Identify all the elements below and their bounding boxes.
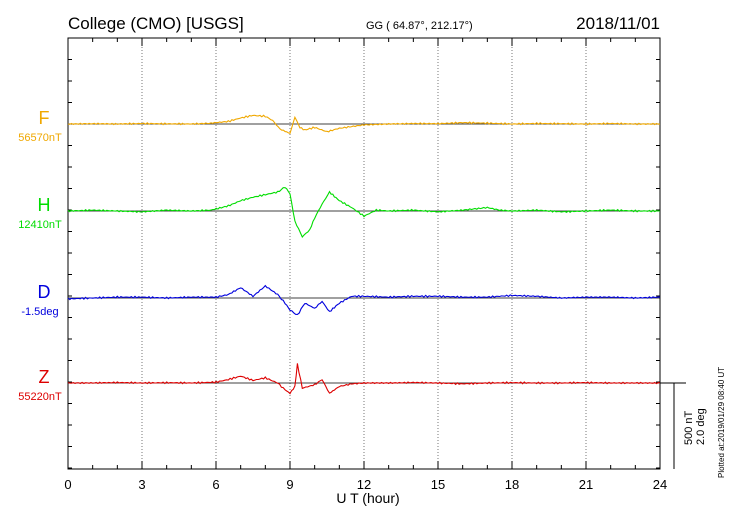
x-tick-label: 18 xyxy=(505,477,519,492)
series-name-d: D xyxy=(38,282,51,302)
x-axis-label: U T (hour) xyxy=(336,490,399,506)
series-name-h: H xyxy=(38,195,51,215)
series-line-d xyxy=(67,284,661,315)
date-label: 2018/11/01 xyxy=(576,14,660,33)
scale-bar: 500 nT 2.0 deg xyxy=(660,382,707,469)
x-tick-label: 0 xyxy=(64,477,71,492)
series-group xyxy=(67,114,661,395)
plotted-at-note: Plotted at:2019/01/29 08:40 UT xyxy=(717,367,726,478)
series-baseline-d: -1.5deg xyxy=(21,306,58,318)
series-baseline-h: 12410nT xyxy=(18,219,62,231)
series-line-h xyxy=(67,187,660,238)
x-tick-label: 15 xyxy=(431,477,445,492)
x-tick-label: 6 xyxy=(212,477,219,492)
tick-marks xyxy=(68,38,660,469)
x-tick-label: 3 xyxy=(138,477,145,492)
coordinates-label: GG ( 64.87°, 212.17°) xyxy=(366,20,473,32)
vertical-grid xyxy=(141,38,587,469)
scale-nt-label: 500 nT xyxy=(683,410,695,445)
x-tick-label: 24 xyxy=(653,477,667,492)
series-name-z: Z xyxy=(39,367,50,387)
station-title: College (CMO) [USGS] xyxy=(68,14,244,33)
series-line-f xyxy=(67,114,661,134)
x-tick-label: 12 xyxy=(357,477,371,492)
x-tick-label: 9 xyxy=(286,477,293,492)
series-baseline-z: 55220nT xyxy=(18,391,62,403)
series-name-f: F xyxy=(39,108,50,128)
x-tick-label: 21 xyxy=(579,477,593,492)
series-line-z xyxy=(67,363,661,395)
series-baseline-f: 56570nT xyxy=(18,132,62,144)
scale-deg-label: 2.0 deg xyxy=(695,408,707,445)
